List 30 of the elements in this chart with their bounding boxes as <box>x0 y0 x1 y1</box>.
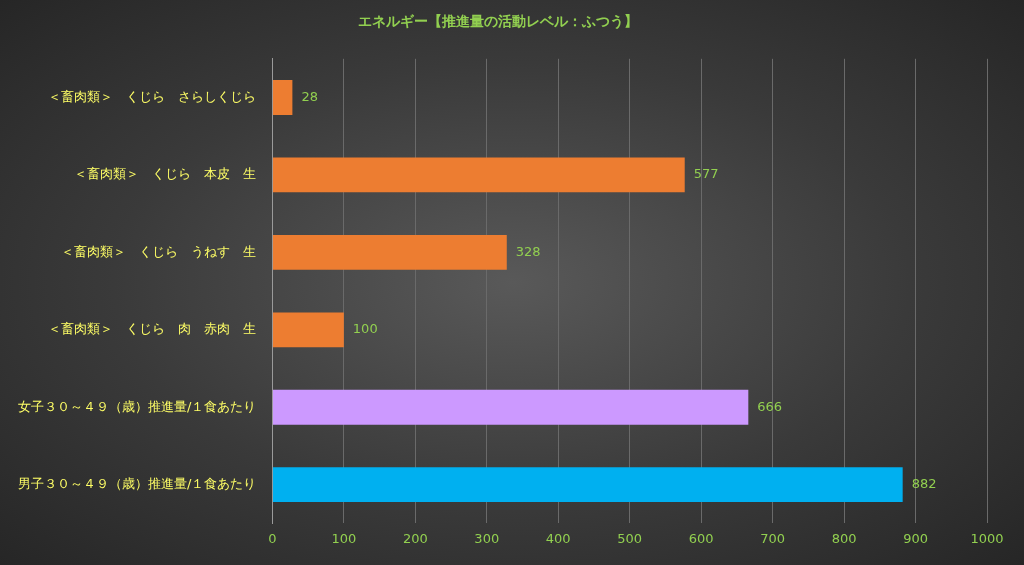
x-tick-label: 100 <box>331 530 357 546</box>
bar <box>272 389 749 425</box>
bar <box>272 467 903 503</box>
y-tick-label: ＜畜肉類＞ くじら 本皮 生 <box>74 166 257 182</box>
y-tick-label: ＜畜肉類＞ くじら 肉 赤肉 生 <box>48 321 257 337</box>
x-tick-label: 700 <box>760 530 786 546</box>
y-tick-label: ＜畜肉類＞ くじら うねす 生 <box>61 243 257 259</box>
data-label: 328 <box>515 243 541 259</box>
data-label: 666 <box>757 398 783 414</box>
x-tick-label: 900 <box>903 530 928 546</box>
bar <box>272 312 344 348</box>
x-tick-label: 800 <box>831 530 857 546</box>
bar <box>272 80 293 115</box>
bar <box>272 234 507 270</box>
chart-title: エネルギー【推進量の活動レベル：ふつう】 <box>357 13 638 31</box>
x-tick-label: 500 <box>617 530 643 546</box>
x-tick-label: 300 <box>474 530 500 546</box>
x-tick-label: 400 <box>545 530 571 546</box>
y-tick-label: 男子３０～４９（歳）推進量/１食あたり <box>17 476 257 492</box>
data-label: 882 <box>911 476 937 492</box>
bar <box>272 157 685 193</box>
data-label: 577 <box>693 166 719 182</box>
x-tick-label: 0 <box>268 530 277 546</box>
y-tick-label: 女子３０～４９（歳）推進量/１食あたり <box>17 398 257 414</box>
data-label: 100 <box>352 321 378 337</box>
x-tick-label: 600 <box>688 530 714 546</box>
x-tick-label: 1000 <box>970 530 1004 546</box>
y-tick-label: ＜畜肉類＞ くじら さらしくじら <box>48 88 257 104</box>
x-tick-label: 200 <box>402 530 428 546</box>
data-label: 28 <box>301 88 318 104</box>
